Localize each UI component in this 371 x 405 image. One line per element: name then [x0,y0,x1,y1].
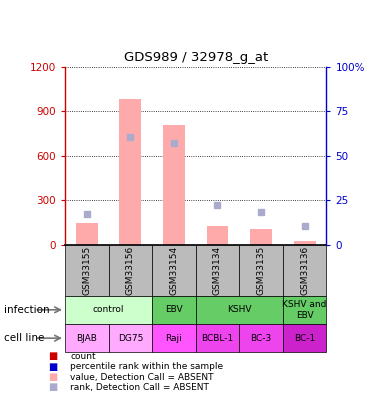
Text: EBV: EBV [165,305,183,314]
Text: GSM33156: GSM33156 [126,246,135,295]
Text: DG75: DG75 [118,334,143,343]
Bar [152,324,196,352]
Text: infection: infection [4,305,49,315]
Text: ■: ■ [48,362,58,372]
Text: BC-3: BC-3 [250,334,272,343]
Bar [152,245,196,296]
Text: value, Detection Call = ABSENT: value, Detection Call = ABSENT [70,373,214,382]
Bar [294,241,316,245]
Text: count: count [70,352,96,361]
Text: GSM33134: GSM33134 [213,246,222,295]
Text: KSHV and
EBV: KSHV and EBV [282,300,327,320]
Bar [196,245,239,296]
Bar [109,245,152,296]
Text: GSM33155: GSM33155 [82,246,91,295]
Bar [207,226,229,245]
Bar [119,100,141,245]
Bar [196,296,283,324]
Text: BJAB: BJAB [76,334,97,343]
Text: BCBL-1: BCBL-1 [201,334,234,343]
Text: KSHV: KSHV [227,305,252,314]
Text: ■: ■ [48,372,58,382]
Bar [196,324,239,352]
Bar [65,245,109,296]
Bar [283,324,326,352]
Bar [250,229,272,245]
Bar [283,296,326,324]
Text: BC-1: BC-1 [294,334,315,343]
Bar [152,296,196,324]
Text: control: control [93,305,124,314]
Text: GSM33135: GSM33135 [257,246,266,295]
Bar [76,223,98,245]
Bar [283,245,326,296]
Text: ■: ■ [48,382,58,392]
Bar [109,324,152,352]
Text: Raji: Raji [165,334,182,343]
Text: GSM33136: GSM33136 [300,246,309,295]
Title: GDS989 / 32978_g_at: GDS989 / 32978_g_at [124,51,268,64]
Text: percentile rank within the sample: percentile rank within the sample [70,362,224,371]
Bar [239,324,283,352]
Bar [163,125,185,245]
Text: ■: ■ [48,352,58,361]
Text: rank, Detection Call = ABSENT: rank, Detection Call = ABSENT [70,383,209,392]
Text: cell line: cell line [4,333,44,343]
Text: GSM33154: GSM33154 [170,246,178,295]
Bar [239,245,283,296]
Bar [65,296,152,324]
Bar [65,324,109,352]
